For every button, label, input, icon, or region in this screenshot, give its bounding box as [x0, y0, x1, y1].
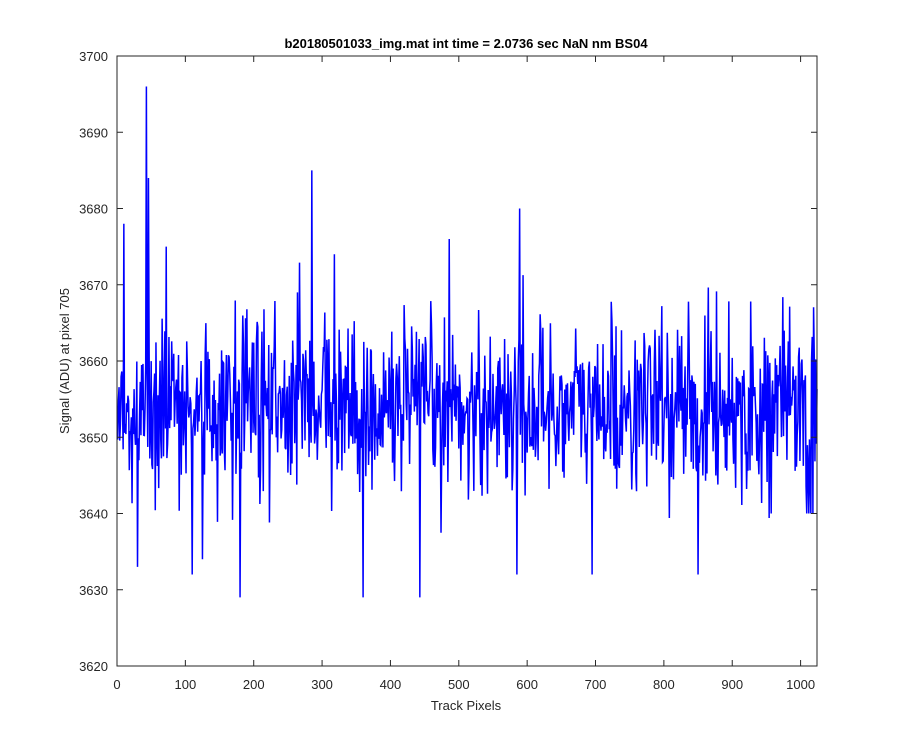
x-axis-ticks: 0 100 200 300 400 500 600 700 800 900 1000 [113, 56, 815, 692]
x-tick-label: 900 [721, 677, 743, 692]
y-tick-label: 3670 [79, 278, 108, 293]
x-axis-label: Track Pixels [431, 698, 502, 713]
plot-background [117, 56, 817, 666]
x-tick-label: 500 [448, 677, 470, 692]
y-tick-label: 3650 [79, 430, 108, 445]
x-tick-label: 100 [175, 677, 197, 692]
y-axis-label: Signal (ADU) at pixel 705 [57, 288, 72, 434]
y-axis-ticks: 3620 3630 3640 3650 3660 3670 3680 3690 3700 [79, 49, 817, 674]
x-tick-label: 400 [380, 677, 402, 692]
y-tick-label: 3620 [79, 659, 108, 674]
y-tick-label: 3700 [79, 49, 108, 64]
y-tick-label: 3680 [79, 202, 108, 217]
series-layer [116, 86, 818, 598]
y-tick-label: 3640 [79, 507, 108, 522]
x-tick-label: 600 [516, 677, 538, 692]
y-tick-label: 3690 [79, 125, 108, 140]
x-tick-label: 200 [243, 677, 265, 692]
x-tick-label: 1000 [786, 677, 815, 692]
x-tick-label: 0 [113, 677, 120, 692]
y-tick-label: 3630 [79, 583, 108, 598]
chart-title: b20180501033_img.mat int time = 2.0736 s… [284, 36, 648, 51]
signal-series-line [116, 86, 818, 598]
x-tick-label: 700 [585, 677, 607, 692]
y-tick-label: 3660 [79, 354, 108, 369]
x-tick-label: 300 [311, 677, 333, 692]
x-tick-label: 800 [653, 677, 675, 692]
